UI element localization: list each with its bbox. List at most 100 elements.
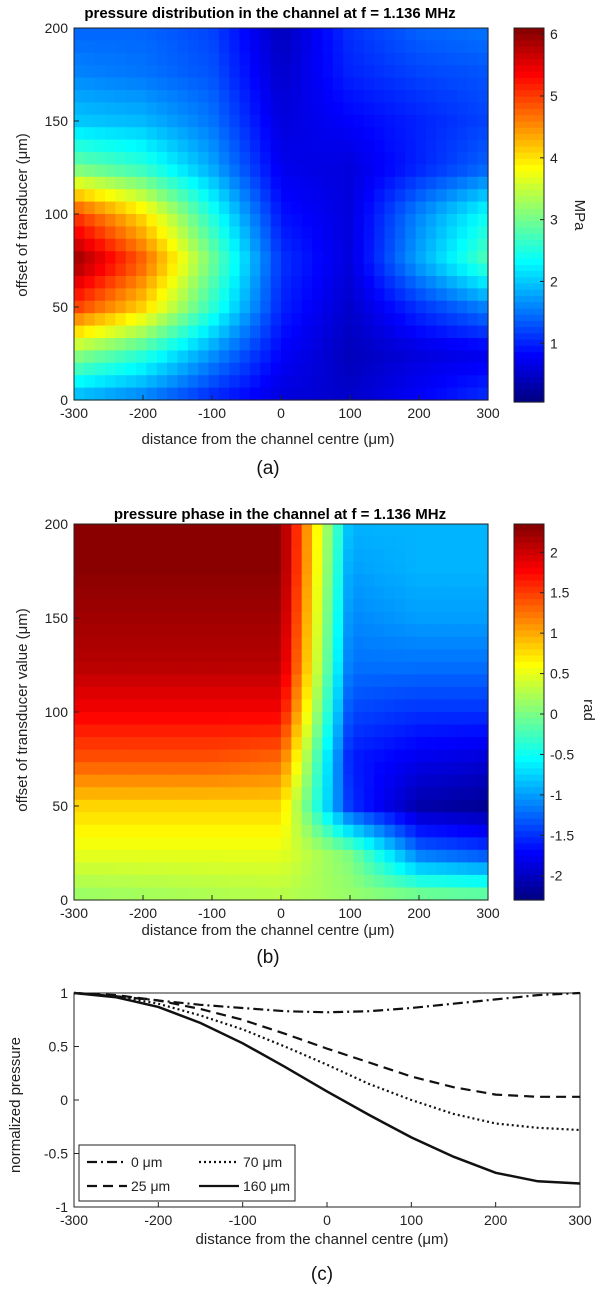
heatmap-cell <box>218 263 230 277</box>
heatmap-cell <box>332 762 344 776</box>
heatmap-cell <box>436 887 448 901</box>
heatmap-cell <box>115 849 127 863</box>
heatmap-cell <box>477 737 489 751</box>
heatmap-cell <box>198 139 210 153</box>
heatmap-cell <box>146 661 158 675</box>
heatmap-cell <box>446 624 458 638</box>
heatmap-cell <box>301 226 313 240</box>
heatmap-cell <box>146 176 158 190</box>
heatmap-cell <box>218 226 230 240</box>
heatmap-cell <box>301 176 313 190</box>
heatmap-cell <box>177 599 189 613</box>
heatmap-cell <box>322 674 334 688</box>
colorbar-segment <box>514 140 544 148</box>
heatmap-cell <box>115 263 127 277</box>
heatmap-cell <box>446 874 458 889</box>
heatmap-cell <box>115 338 127 351</box>
heatmap-cell <box>105 52 116 66</box>
heatmap-cell <box>477 28 489 41</box>
heatmap-cell <box>353 837 365 851</box>
heatmap-cell <box>281 837 292 851</box>
heatmap-cell <box>343 536 355 550</box>
heatmap-cell <box>467 649 479 663</box>
heatmap-cell <box>363 176 375 190</box>
heatmap-cell <box>167 574 179 588</box>
heatmap-cell <box>301 338 313 351</box>
heatmap-cell <box>394 387 406 401</box>
heatmap-cell <box>394 238 406 252</box>
heatmap-cell <box>343 362 355 376</box>
heatmap-cell <box>394 724 406 738</box>
heatmap-cell <box>394 749 406 763</box>
heatmap-cell <box>446 139 458 153</box>
colorbar-segment <box>514 71 544 79</box>
heatmap-cell <box>167 214 179 227</box>
heatmap-cell <box>249 586 261 600</box>
colorbar-segment <box>514 90 544 98</box>
x-tick-label: 200 <box>407 405 431 421</box>
heatmap-cell <box>167 338 179 351</box>
heatmap-cell <box>229 276 241 289</box>
heatmap-cell <box>249 164 261 178</box>
heatmap-cell <box>270 313 282 327</box>
heatmap-cell <box>405 686 417 701</box>
heatmap-cell <box>187 799 199 813</box>
heatmap-cell <box>208 586 220 600</box>
heatmap-cell <box>249 201 261 215</box>
heatmap-cell <box>74 586 85 600</box>
heatmap-cell <box>363 774 375 788</box>
heatmap-cell <box>229 799 241 813</box>
colorbar-tick-label: -2 <box>550 868 563 884</box>
heatmap-cell <box>260 300 272 314</box>
heatmap-cell <box>425 164 437 178</box>
heatmap-cell <box>270 300 282 314</box>
heatmap-cell <box>394 674 406 688</box>
heatmap-cell <box>270 624 282 638</box>
heatmap-cell <box>394 699 406 713</box>
heatmap-cell <box>218 313 230 327</box>
heatmap-cell <box>415 686 427 701</box>
heatmap-cell <box>332 102 344 116</box>
heatmap-cell <box>446 387 458 401</box>
heatmap-cell <box>394 574 406 588</box>
heatmap-cell <box>115 611 127 625</box>
heatmap-cell <box>249 561 261 575</box>
heatmap-cell <box>291 887 303 901</box>
heatmap-cell <box>405 90 417 103</box>
heatmap-cell <box>363 238 375 252</box>
heatmap-cell <box>270 561 282 575</box>
heatmap-cell <box>405 251 417 265</box>
heatmap-cell <box>343 699 355 713</box>
heatmap-cell <box>198 176 210 190</box>
heatmap-cell <box>249 65 261 79</box>
heatmap-cell <box>446 699 458 713</box>
heatmap-cell <box>477 887 489 901</box>
heatmap-cell <box>260 65 272 79</box>
heatmap-cell <box>301 288 313 302</box>
heatmap-cell <box>415 102 427 116</box>
heatmap-cell <box>177 325 189 339</box>
heatmap-cell <box>198 649 210 663</box>
heatmap-cell <box>260 724 272 738</box>
heatmap-cell <box>456 649 468 663</box>
heatmap-cell <box>136 862 148 876</box>
heatmap-cell <box>446 636 458 650</box>
colorbar-segment <box>514 843 544 851</box>
heatmap-cell <box>198 737 210 751</box>
heatmap-cell <box>105 849 116 863</box>
heatmap-cell <box>467 102 479 116</box>
heatmap-cell <box>312 214 323 227</box>
heatmap-cell <box>436 624 448 638</box>
heatmap-cell <box>167 28 179 41</box>
heatmap-cell <box>187 77 199 91</box>
heatmap-cell <box>291 77 303 91</box>
heatmap-cell <box>301 849 313 863</box>
heatmap-cell <box>332 152 344 165</box>
heatmap-cell <box>436 824 448 838</box>
heatmap-cell <box>198 787 210 801</box>
heatmap-cell <box>436 874 448 889</box>
heatmap-cell <box>363 263 375 277</box>
heatmap-cell <box>405 812 417 826</box>
heatmap-cell <box>415 824 427 838</box>
colorbar-segment <box>514 580 544 588</box>
